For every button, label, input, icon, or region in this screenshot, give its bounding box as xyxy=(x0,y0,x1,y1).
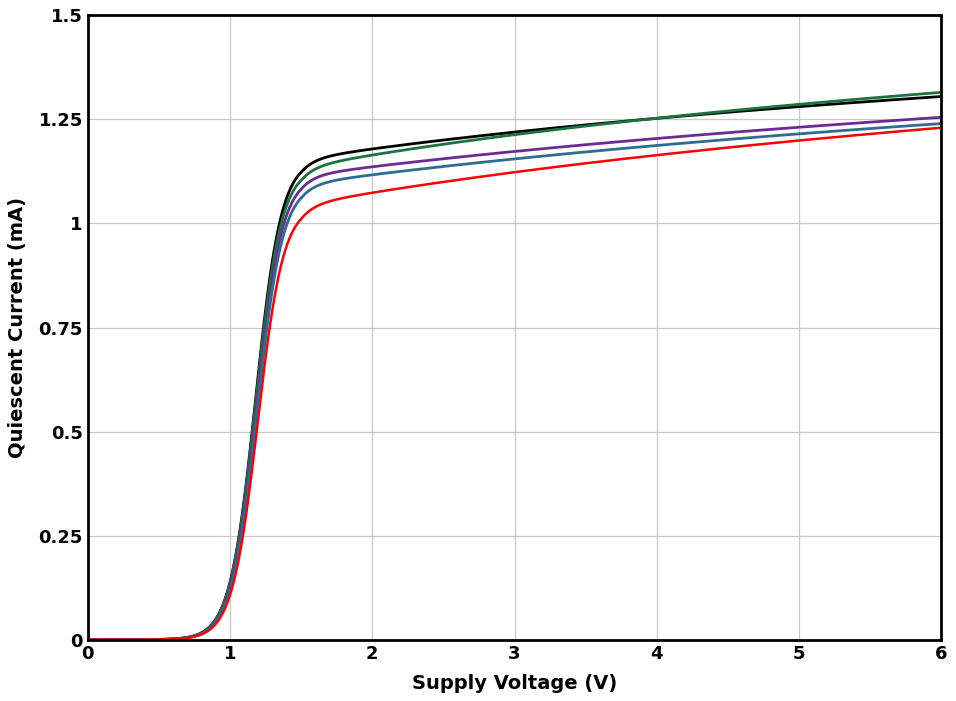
Y-axis label: Quiescent Current (mA): Quiescent Current (mA) xyxy=(9,197,28,458)
X-axis label: Supply Voltage (V): Supply Voltage (V) xyxy=(412,674,618,693)
